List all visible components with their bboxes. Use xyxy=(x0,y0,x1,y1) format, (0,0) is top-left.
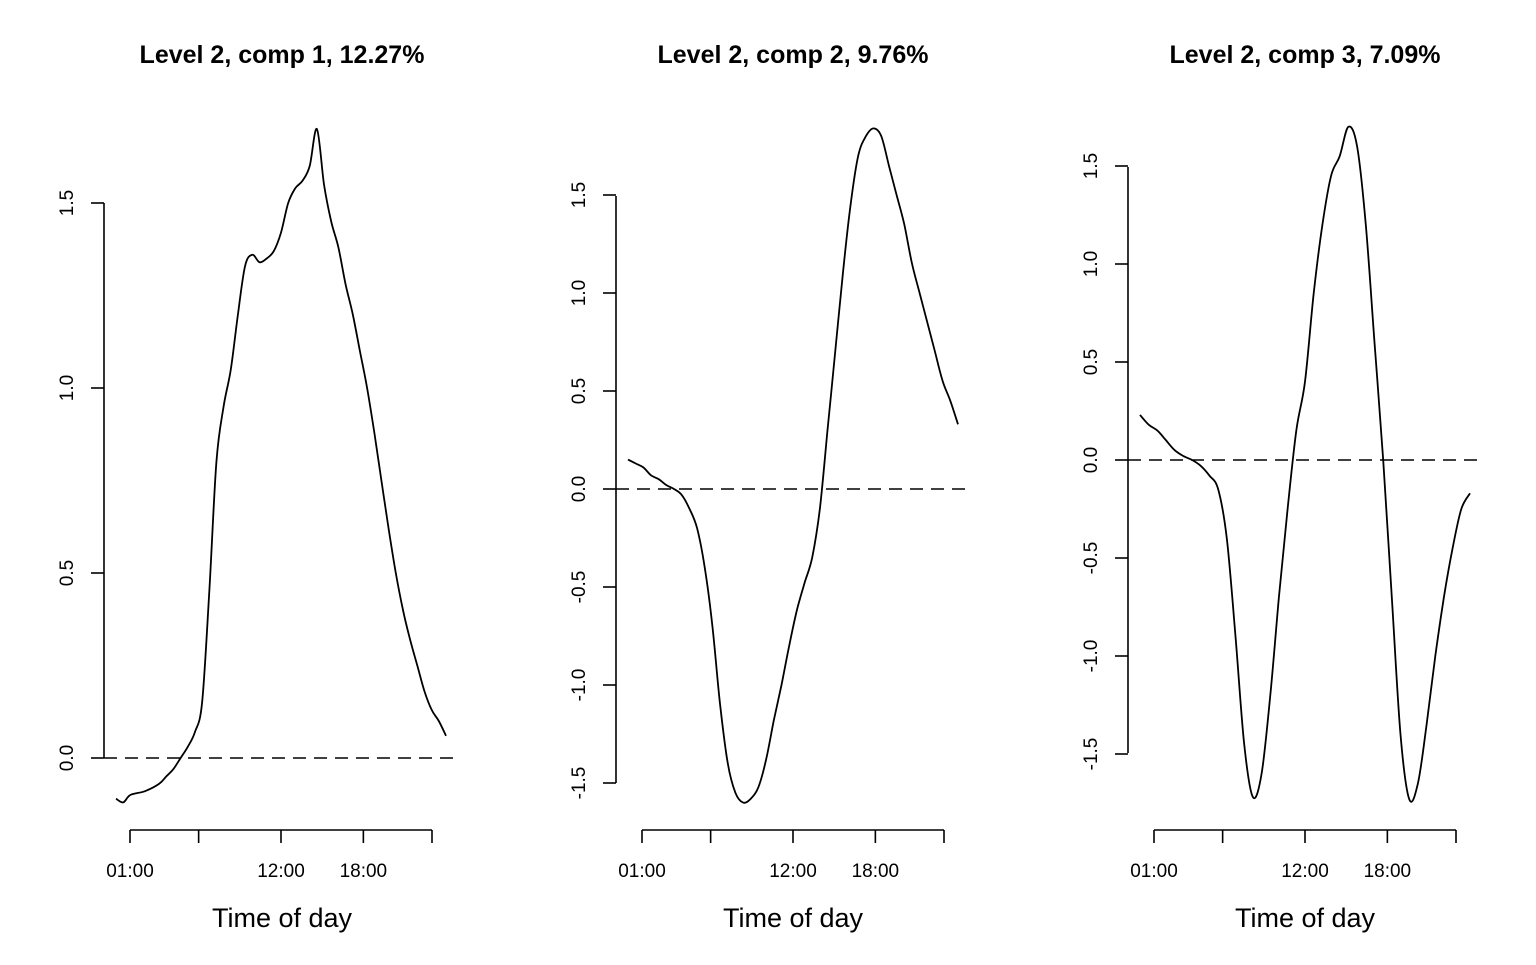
panel-3-x-axis-label: Time of day xyxy=(1235,903,1376,933)
x-tick-label: 18:00 xyxy=(1364,861,1412,882)
panel-3-x-axis: 01:00 12:00 18:00 xyxy=(1130,829,1457,882)
x-tick-label: 18:00 xyxy=(852,861,900,882)
y-tick-label: -1.5 xyxy=(569,767,590,800)
y-tick-label: 1.0 xyxy=(569,280,590,306)
panel-comp-2: Level 2, comp 2, 9.76% Time of day -1.5-… xyxy=(569,41,970,933)
y-tick-label: 1.0 xyxy=(57,375,78,401)
panel-1-y-axis: 0.0 0.5 1.0 1.5 xyxy=(57,190,105,771)
y-tick-label: -0.5 xyxy=(1081,542,1102,575)
panel-2-series xyxy=(627,127,959,804)
x-tick-label: 01:00 xyxy=(618,861,666,882)
panel-3-title: Level 2, comp 3, 7.09% xyxy=(1170,41,1441,69)
y-tick-label: 0.5 xyxy=(569,378,590,404)
x-tick-label: 12:00 xyxy=(1281,861,1329,882)
panel-3-series xyxy=(1139,125,1471,803)
x-tick-label: 01:00 xyxy=(1130,861,1178,882)
y-tick-label: 1.5 xyxy=(57,190,78,216)
panel-2-x-axis: 01:00 12:00 18:00 xyxy=(618,829,945,882)
panel-1-series xyxy=(115,128,447,804)
panel-1-x-axis-label: Time of day xyxy=(212,903,353,933)
panel-comp-1: Level 2, comp 1, 12.27% Time of day 0.00… xyxy=(57,41,458,933)
x-tick-label: 18:00 xyxy=(340,861,388,882)
y-tick-label: -1.5 xyxy=(1081,738,1102,771)
y-tick-label: 0.0 xyxy=(57,745,78,771)
x-tick-label: 12:00 xyxy=(769,861,817,882)
panel-3-y-axis: -1.5 -1.0 -0.5 0.0 0.5 1.0 1.5 xyxy=(1081,153,1129,771)
y-tick-label: 0.0 xyxy=(569,476,590,502)
y-tick-label: 1.0 xyxy=(1081,251,1102,277)
y-tick-label: -1.0 xyxy=(1081,640,1102,673)
panel-comp-3: Level 2, comp 3, 7.09% Time of day -1.5-… xyxy=(1081,41,1482,933)
y-tick-label: 0.5 xyxy=(1081,349,1102,375)
panel-2-x-axis-label: Time of day xyxy=(723,903,864,933)
panel-2-title: Level 2, comp 2, 9.76% xyxy=(658,41,929,69)
panel-2-y-axis: -1.5 -1.0 -0.5 0.0 0.5 1.0 1.5 xyxy=(569,182,617,800)
y-tick-label: -1.0 xyxy=(569,669,590,702)
series-line xyxy=(115,128,447,804)
x-tick-label: 12:00 xyxy=(257,861,305,882)
panel-1-title: Level 2, comp 1, 12.27% xyxy=(140,41,425,69)
y-tick-label: -0.5 xyxy=(569,571,590,604)
x-tick-label: 01:00 xyxy=(106,861,154,882)
panel-1-x-axis: 01:00 12:00 18:00 xyxy=(106,829,433,882)
series-line xyxy=(627,127,959,804)
y-tick-label: 0.5 xyxy=(57,560,78,586)
y-tick-label: 0.0 xyxy=(1081,447,1102,473)
y-tick-label: 1.5 xyxy=(569,182,590,208)
y-tick-label: 1.5 xyxy=(1081,153,1102,179)
series-line xyxy=(1139,125,1471,803)
